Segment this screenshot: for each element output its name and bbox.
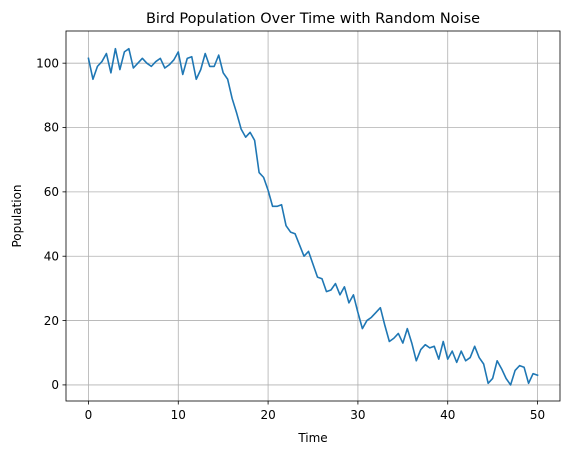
y-tick-label: 60 — [44, 185, 59, 199]
y-tick-label: 80 — [44, 121, 59, 135]
y-tick-label: 20 — [44, 314, 59, 328]
y-tick-label: 40 — [44, 249, 59, 263]
x-tick-label: 50 — [530, 408, 545, 422]
x-tick-label: 0 — [85, 408, 93, 422]
y-axis-label: Population — [10, 184, 24, 247]
x-axis-label: Time — [297, 431, 327, 445]
x-tick-label: 10 — [171, 408, 186, 422]
chart-title: Bird Population Over Time with Random No… — [146, 11, 480, 27]
x-tick-label: 40 — [440, 408, 455, 422]
y-tick-label: 0 — [51, 378, 59, 392]
x-tick-label: 30 — [350, 408, 365, 422]
y-tick-label: 100 — [36, 56, 59, 70]
x-tick-label: 20 — [260, 408, 275, 422]
